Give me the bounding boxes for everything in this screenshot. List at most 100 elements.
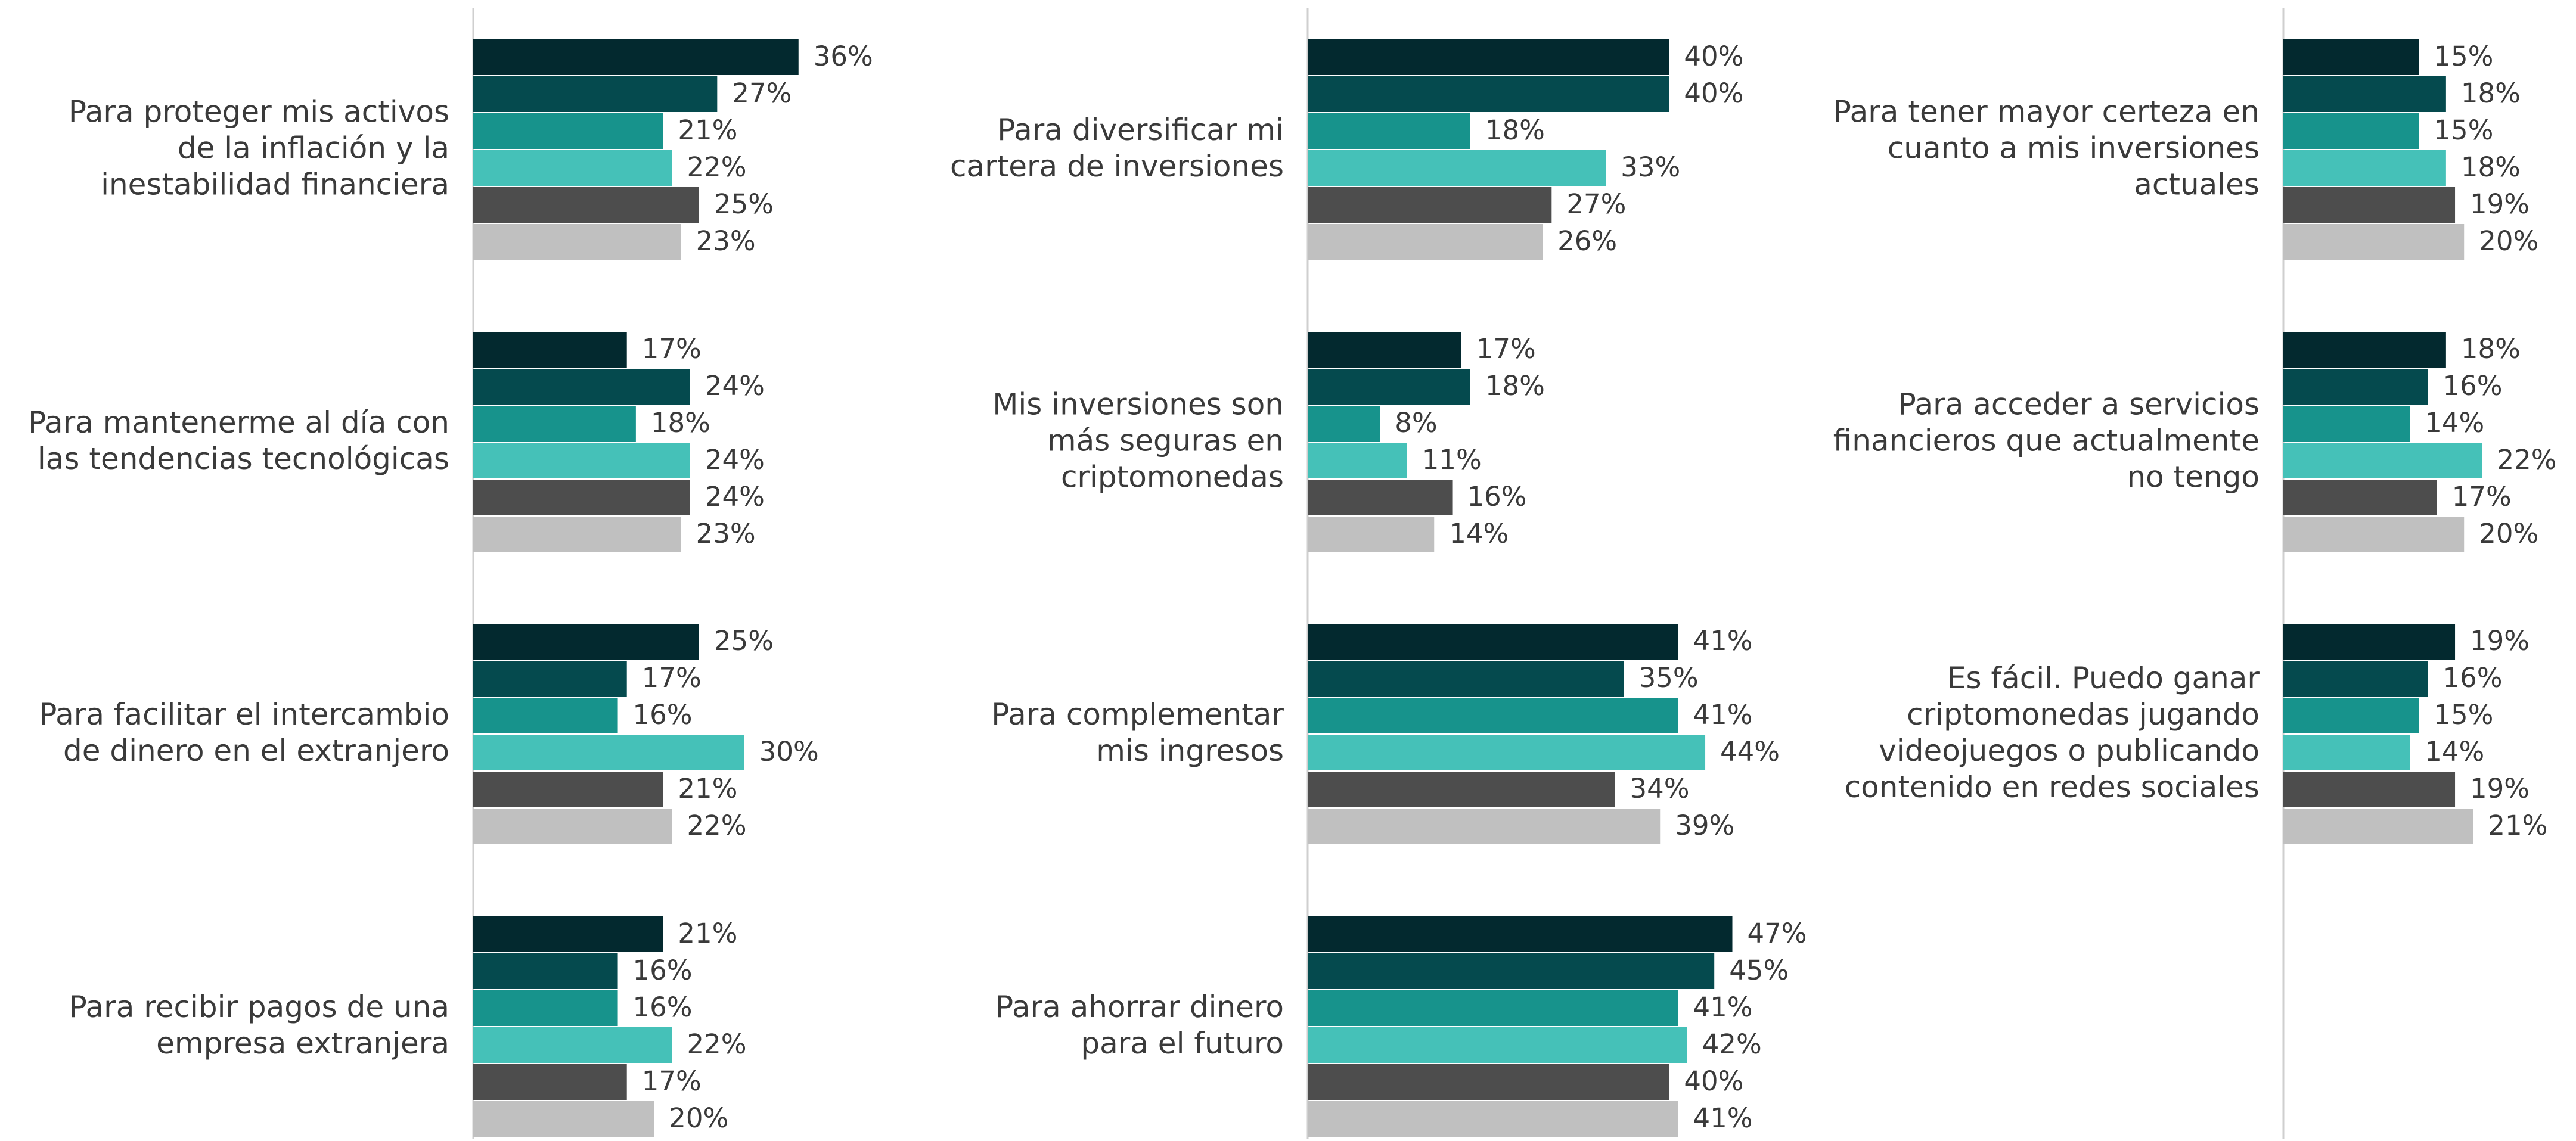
value-label: 16% xyxy=(633,991,693,1023)
value-label: 16% xyxy=(2443,370,2503,402)
bar xyxy=(473,224,681,260)
bar xyxy=(473,332,627,368)
value-label: 18% xyxy=(2461,333,2521,365)
bar xyxy=(1308,443,1407,478)
bar xyxy=(1308,150,1606,186)
bar xyxy=(473,624,699,660)
value-label: 40% xyxy=(1684,1065,1743,1097)
bar xyxy=(2283,698,2419,733)
value-label: 20% xyxy=(2479,518,2538,549)
bar xyxy=(473,150,672,186)
bar xyxy=(1308,1101,1678,1137)
bar xyxy=(2283,113,2419,149)
bar xyxy=(2283,735,2410,770)
category-label: Para acceder a servicios xyxy=(1898,387,2260,422)
bar xyxy=(1308,1064,1669,1100)
category-label: inestabilidad financiera xyxy=(101,167,449,202)
category-label: contenido en redes sociales xyxy=(1845,770,2260,804)
category-label: cartera de inversiones xyxy=(950,149,1284,184)
bar xyxy=(473,916,663,952)
bar xyxy=(2283,661,2428,697)
bar xyxy=(473,113,663,149)
value-label: 18% xyxy=(651,407,710,439)
value-label: 33% xyxy=(1621,151,1680,183)
bar xyxy=(2283,772,2456,807)
value-label: 20% xyxy=(669,1102,728,1134)
bar xyxy=(1308,916,1733,952)
bar xyxy=(2283,443,2482,478)
value-label: 11% xyxy=(1422,444,1482,475)
bar xyxy=(1308,224,1543,260)
value-label: 17% xyxy=(1476,333,1536,365)
value-label: 41% xyxy=(1693,699,1753,730)
category-label: no tengo xyxy=(2127,460,2260,495)
bar xyxy=(473,1027,672,1063)
value-label: 22% xyxy=(2497,444,2557,475)
value-label: 14% xyxy=(2425,736,2484,767)
value-label: 22% xyxy=(687,151,747,183)
value-label: 14% xyxy=(1449,518,1509,549)
bar xyxy=(1308,39,1669,75)
bar xyxy=(1308,113,1470,149)
value-label: 27% xyxy=(1566,188,1626,220)
bar xyxy=(1308,698,1678,733)
category-label: para el futuro xyxy=(1081,1026,1284,1061)
value-label: 21% xyxy=(2488,810,2547,841)
bar xyxy=(473,1101,654,1137)
category-label: criptomonedas jugando xyxy=(1907,697,2260,732)
value-label: 18% xyxy=(1485,114,1545,146)
value-label: 17% xyxy=(642,662,702,694)
value-label: 21% xyxy=(678,114,737,146)
bar xyxy=(473,1064,627,1100)
bar xyxy=(473,953,618,989)
bar xyxy=(1308,76,1669,112)
category-label: Para tener mayor certeza en xyxy=(1833,95,2260,129)
category-label: empresa extranjera xyxy=(156,1026,449,1061)
value-label: 21% xyxy=(678,918,737,949)
value-label: 24% xyxy=(705,370,765,402)
category-label: las tendencias tecnológicas xyxy=(38,442,449,476)
value-label: 20% xyxy=(2479,225,2538,257)
value-label: 27% xyxy=(732,77,792,109)
value-label: 15% xyxy=(2434,41,2493,72)
bar xyxy=(1308,480,1453,515)
value-label: 44% xyxy=(1720,736,1780,767)
category-label: mis ingresos xyxy=(1096,733,1284,768)
category-label: actuales xyxy=(2134,167,2260,202)
bar xyxy=(473,661,627,697)
value-label: 45% xyxy=(1729,955,1789,986)
value-label: 8% xyxy=(1395,407,1437,439)
category-label: de la inflación y la xyxy=(178,131,449,166)
bar xyxy=(1308,624,1678,660)
value-label: 18% xyxy=(2461,77,2521,109)
category-label: de dinero en el extranjero xyxy=(63,733,449,768)
bar xyxy=(2283,76,2446,112)
value-label: 26% xyxy=(1557,225,1617,257)
value-label: 41% xyxy=(1693,1102,1753,1134)
bar xyxy=(473,369,690,405)
value-label: 16% xyxy=(633,955,693,986)
value-label: 39% xyxy=(1675,810,1734,841)
bar xyxy=(473,735,744,770)
value-label: 23% xyxy=(696,225,756,257)
value-label: 17% xyxy=(642,1065,702,1097)
category-label: Para proteger mis activos xyxy=(69,95,449,129)
category-label: Para diversificar mi xyxy=(997,113,1284,147)
bar xyxy=(1308,332,1461,368)
bar xyxy=(473,480,690,515)
bar xyxy=(2283,187,2456,223)
value-label: 16% xyxy=(633,699,693,730)
bar xyxy=(473,39,799,75)
bar xyxy=(473,517,681,552)
value-label: 30% xyxy=(759,736,819,767)
bar xyxy=(473,443,690,478)
bar xyxy=(473,76,718,112)
value-label: 42% xyxy=(1702,1028,1762,1060)
bar xyxy=(2283,369,2428,405)
category-label: videojuegos o publicando xyxy=(1879,733,2260,768)
bar xyxy=(1308,406,1380,442)
bar xyxy=(473,990,618,1026)
category-label: Para facilitar el intercambio xyxy=(39,697,449,732)
category-label: cuanto a mis inversiones xyxy=(1888,131,2260,166)
bar xyxy=(1308,369,1470,405)
